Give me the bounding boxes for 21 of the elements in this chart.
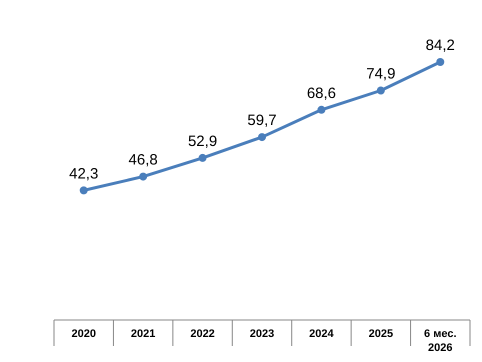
point xyxy=(376,86,385,94)
x-tick-label: 6 мес. 2026 xyxy=(424,328,457,354)
data-label: 68,6 xyxy=(306,84,336,102)
point xyxy=(258,133,266,142)
point xyxy=(436,58,444,66)
point xyxy=(139,172,148,181)
point xyxy=(198,154,207,162)
point xyxy=(80,186,88,194)
x-tick-label: 2021 xyxy=(130,328,156,340)
data-label: 74,9 xyxy=(366,65,396,82)
point xyxy=(317,106,326,114)
x-tick-label: 2022 xyxy=(190,328,215,340)
data-label: 42,3 xyxy=(69,165,98,182)
x-tick-label: 2025 xyxy=(368,328,394,340)
data-label: 84,2 xyxy=(426,37,455,54)
data-label: 59,7 xyxy=(247,112,277,130)
data-label: 46,8 xyxy=(128,152,158,169)
x-tick-label: 2023 xyxy=(250,328,274,340)
x-tick-label: 2020 xyxy=(71,328,96,340)
x-tick-label: 2024 xyxy=(309,328,335,340)
data-label: 52,9 xyxy=(188,132,218,150)
